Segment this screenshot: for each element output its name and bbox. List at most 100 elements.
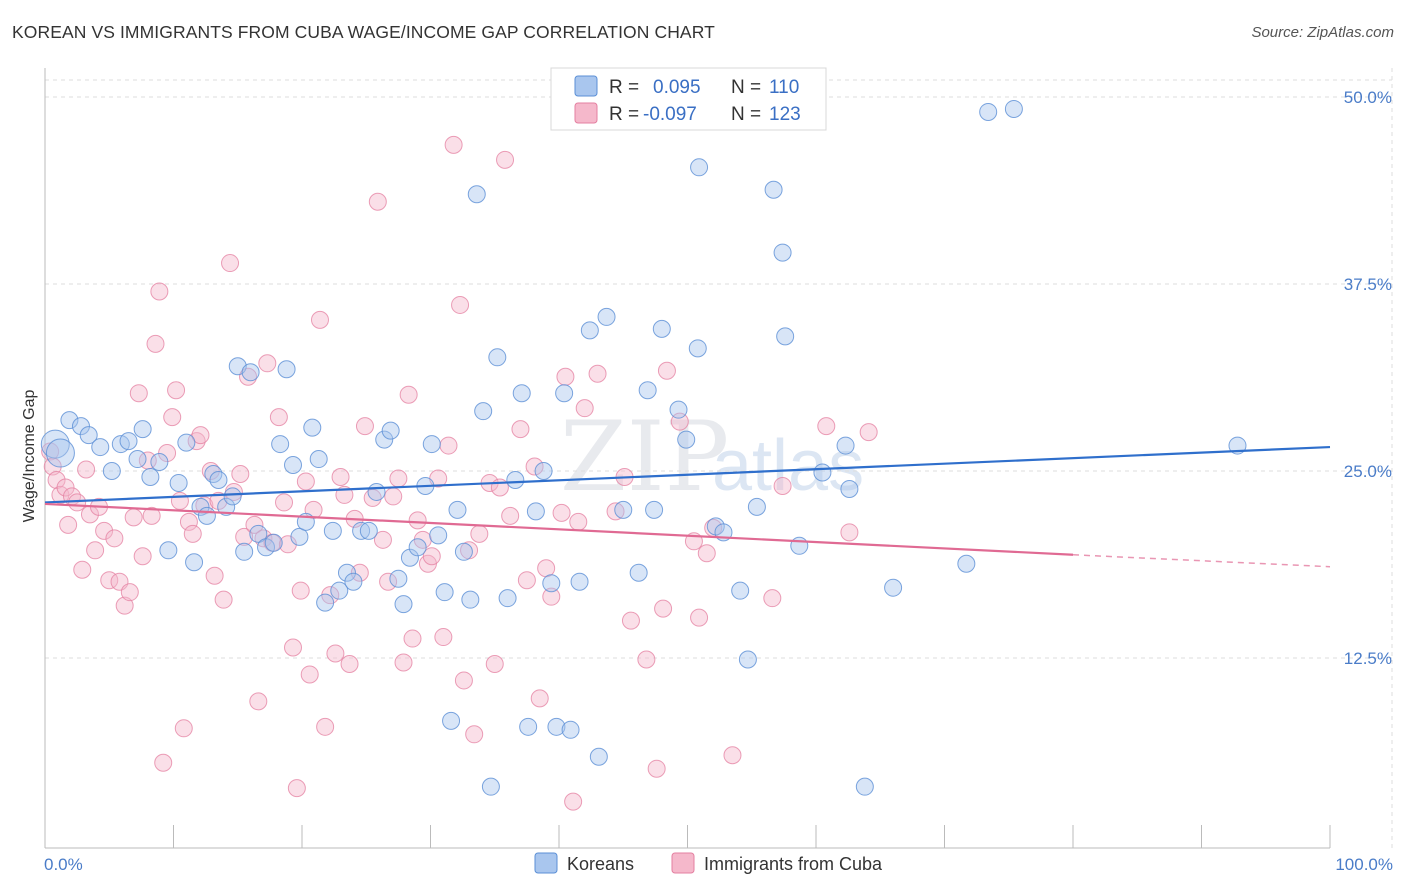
cuba-point-123 — [773, 476, 792, 495]
cuba-point-5 — [59, 515, 78, 534]
koreans-point-52 — [429, 526, 448, 545]
cuba-point-96 — [501, 506, 520, 525]
cuba-point-38 — [205, 566, 224, 585]
cuba-point-113 — [647, 759, 666, 778]
koreans-point-53 — [435, 583, 454, 602]
cuba-point-28 — [163, 408, 182, 427]
cuba-point-112 — [637, 650, 656, 669]
koreans-point-6 — [102, 462, 121, 480]
koreans-point-73 — [580, 321, 599, 340]
koreans-point-30 — [277, 360, 296, 379]
cuba-point-47 — [249, 692, 268, 711]
cuba-point-9 — [77, 460, 96, 479]
cuba-point-108 — [588, 364, 607, 383]
cuba-point-72 — [373, 530, 392, 549]
koreans-point-21 — [217, 497, 236, 516]
cuba-point-97 — [511, 420, 530, 439]
cuba-point-73 — [379, 572, 398, 591]
cuba-point-60 — [310, 310, 329, 329]
koreans-point-36 — [316, 593, 335, 612]
source-credit: Source: ZipAtlas.com — [1251, 24, 1394, 41]
y-tick-label-0: 12.5% — [1344, 649, 1392, 668]
koreans-point-83 — [677, 430, 696, 449]
koreans-point-39 — [337, 563, 356, 582]
legend-swatch-cuba — [574, 102, 598, 124]
koreans-point-101 — [1004, 99, 1023, 118]
cuba-point-2 — [47, 470, 66, 489]
koreans-point-99 — [957, 554, 976, 573]
koreans-point-57 — [461, 590, 480, 609]
legend-n-label-cuba: N = — [731, 104, 761, 125]
koreans-point-92 — [776, 327, 795, 346]
koreans-point-1 — [45, 438, 75, 468]
cuba-point-33 — [183, 524, 202, 543]
cuba-point-106 — [569, 512, 588, 531]
cuba-point-25 — [150, 282, 169, 301]
cuba-point-40 — [214, 590, 233, 609]
y-axis-label: Wage/Income Gap — [21, 390, 38, 523]
koreans-point-62 — [498, 589, 517, 608]
series-koreans-points — [40, 99, 1247, 796]
koreans-point-31 — [284, 456, 303, 475]
koreans-point-61 — [488, 348, 507, 367]
cuba-point-95 — [496, 150, 515, 169]
koreans-point-10 — [133, 420, 152, 439]
koreans-point-42 — [359, 521, 378, 540]
koreans-point-59 — [474, 402, 493, 421]
cuba-point-115 — [657, 361, 676, 380]
koreans-point-58 — [467, 185, 486, 204]
cuba-point-103 — [552, 503, 571, 522]
cuba-point-102 — [542, 587, 561, 606]
koreans-point-88 — [738, 650, 757, 669]
cuba-point-90 — [465, 725, 484, 744]
x-tick-label-1: 100.0% — [1335, 855, 1393, 874]
cuba-point-19 — [124, 508, 143, 527]
koreans-point-78 — [638, 381, 657, 400]
cuba-point-64 — [331, 467, 350, 486]
legend-n-value-koreans: 110 — [769, 77, 799, 98]
cuba-point-114 — [654, 599, 673, 618]
koreans-point-5 — [91, 438, 110, 457]
cuba-point-104 — [556, 367, 575, 386]
watermark: ZIP atlas — [560, 401, 864, 513]
cuba-point-13 — [95, 521, 114, 540]
cuba-point-55 — [287, 779, 306, 798]
koreans-point-3 — [71, 417, 90, 436]
y-tick-label-2: 37.5% — [1344, 275, 1392, 294]
cuba-point-27 — [158, 444, 177, 463]
koreans-point-25 — [241, 363, 260, 382]
koreans-point-46 — [389, 569, 408, 588]
cuba-point-107 — [575, 399, 594, 418]
cuba-point-68 — [350, 563, 369, 582]
koreans-point-37 — [323, 521, 342, 540]
cuba-point-61 — [316, 717, 335, 736]
cuba-point-8 — [73, 560, 92, 579]
koreans-point-56 — [454, 542, 473, 561]
koreans-point-74 — [589, 747, 608, 766]
cuba-point-57 — [296, 472, 315, 491]
cuba-point-77 — [399, 385, 418, 404]
cuba-point-44 — [235, 527, 254, 546]
koreans-point-98 — [884, 578, 903, 597]
koreans-point-100 — [979, 102, 998, 121]
legend-r-label-cuba: R = — [609, 104, 639, 125]
koreans-point-77 — [629, 563, 648, 582]
cuba-point-71 — [368, 192, 387, 211]
koreans-point-69 — [547, 717, 566, 736]
cuba-point-15 — [105, 529, 124, 548]
cuba-trend-line-extrapolated — [1072, 554, 1331, 568]
koreans-point-45 — [381, 421, 400, 440]
cuba-point-74 — [384, 487, 403, 506]
koreans-point-13 — [159, 541, 178, 560]
legend-n-value-cuba: 123 — [769, 104, 801, 125]
koreans-point-34 — [303, 418, 322, 437]
bottom-legend-label-koreans: Koreans — [567, 854, 634, 874]
koreans-point-11 — [141, 467, 160, 486]
koreans-point-94 — [813, 463, 832, 482]
cuba-point-35 — [191, 426, 210, 445]
trend-lines — [44, 445, 1331, 568]
koreans-point-70 — [555, 384, 574, 403]
koreans-point-67 — [534, 462, 553, 480]
cuba-point-20 — [129, 384, 148, 403]
koreans-point-84 — [690, 158, 709, 177]
